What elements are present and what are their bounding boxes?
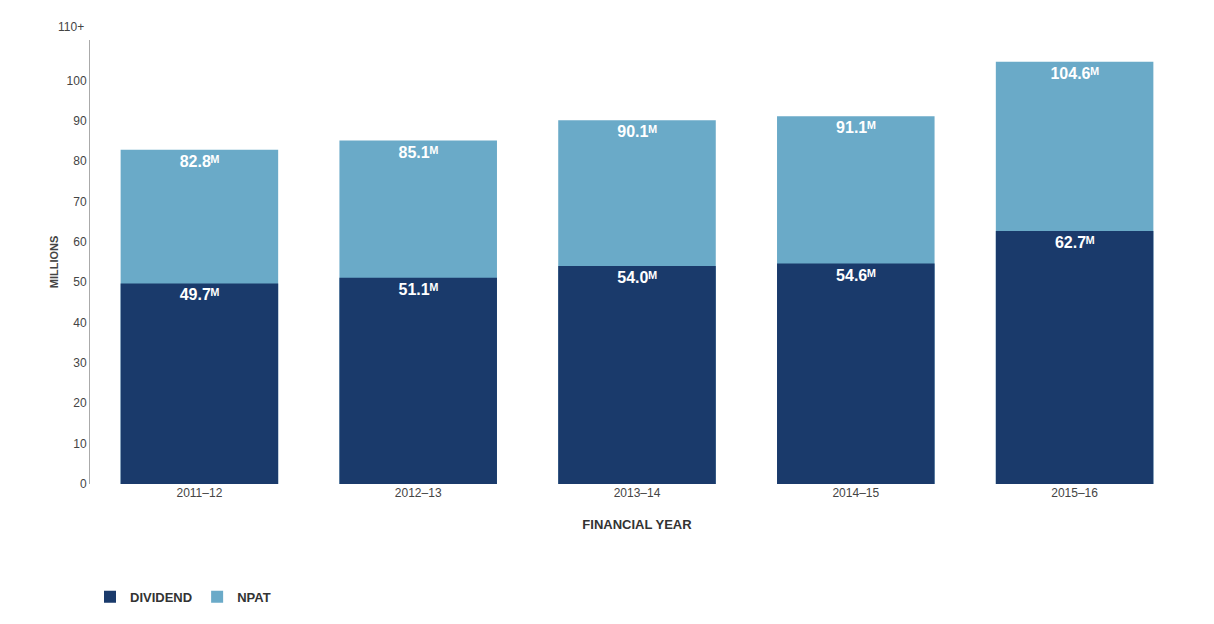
- svg-text:104.6ᴹ: 104.6ᴹ: [1050, 65, 1098, 82]
- svg-text:50: 50: [73, 275, 87, 289]
- svg-text:100: 100: [67, 74, 87, 88]
- svg-text:2014–15: 2014–15: [832, 486, 879, 500]
- svg-text:10: 10: [73, 437, 87, 451]
- svg-text:2012–13: 2012–13: [395, 486, 442, 500]
- svg-text:2011–12: 2011–12: [176, 486, 222, 500]
- svg-text:NPAT: NPAT: [237, 590, 271, 605]
- svg-text:80: 80: [73, 154, 87, 168]
- svg-text:62.7ᴹ: 62.7ᴹ: [1055, 234, 1094, 251]
- svg-text:110+: 110+: [58, 20, 84, 34]
- svg-text:49.7ᴹ: 49.7ᴹ: [180, 286, 219, 303]
- svg-text:90: 90: [73, 114, 87, 128]
- svg-text:2013–14: 2013–14: [614, 486, 661, 500]
- svg-text:2015–16: 2015–16: [1051, 486, 1098, 500]
- svg-text:82.8ᴹ: 82.8ᴹ: [180, 153, 219, 170]
- svg-text:60: 60: [73, 235, 87, 249]
- svg-text:0: 0: [80, 477, 87, 491]
- svg-text:90.1ᴹ: 90.1ᴹ: [617, 123, 656, 140]
- svg-text:51.1ᴹ: 51.1ᴹ: [398, 281, 437, 298]
- svg-text:85.1ᴹ: 85.1ᴹ: [398, 144, 437, 161]
- svg-text:54.6ᴹ: 54.6ᴹ: [836, 267, 875, 284]
- svg-text:MILLIONS: MILLIONS: [48, 236, 60, 289]
- svg-text:FINANCIAL YEAR: FINANCIAL YEAR: [582, 517, 692, 532]
- svg-text:91.1ᴹ: 91.1ᴹ: [836, 119, 875, 136]
- svg-text:DIVIDEND: DIVIDEND: [130, 590, 192, 605]
- svg-text:40: 40: [73, 316, 87, 330]
- svg-text:70: 70: [73, 195, 87, 209]
- svg-text:20: 20: [73, 396, 87, 410]
- svg-text:30: 30: [73, 356, 87, 370]
- svg-text:54.0ᴹ: 54.0ᴹ: [617, 269, 656, 286]
